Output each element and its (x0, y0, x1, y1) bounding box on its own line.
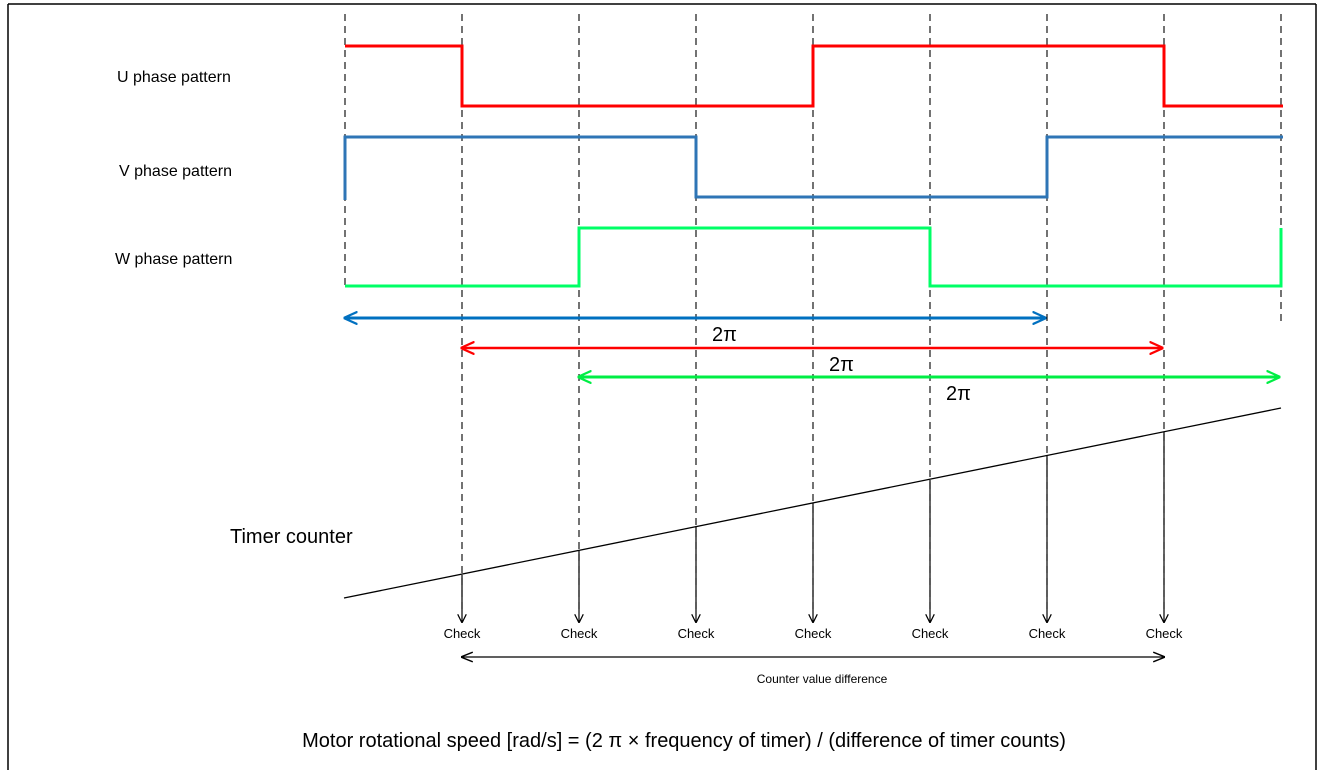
v-phase-label: V phase pattern (119, 163, 232, 180)
check-label: Check (795, 626, 832, 641)
u-period-label: 2π (829, 354, 854, 376)
v-period-label: 2π (712, 324, 737, 346)
u-phase-waveform (345, 44, 1283, 108)
check-label: Check (444, 626, 481, 641)
check-label: Check (678, 626, 715, 641)
check-label: Check (912, 626, 949, 641)
w-phase-label: W phase pattern (115, 251, 232, 268)
w-period-label: 2π (946, 383, 971, 405)
speed-formula: Motor rotational speed [rad/s] = (2 π × … (302, 730, 1066, 752)
w-phase-waveform (345, 226, 1283, 288)
check-labels: Check Check Check Check Check Check Chec… (444, 626, 1183, 641)
timer-counter-label: Timer counter (230, 526, 353, 548)
check-label: Check (1029, 626, 1066, 641)
v-phase-waveform (343, 135, 1283, 200)
check-arrows (462, 432, 1164, 622)
check-label: Check (561, 626, 598, 641)
u-phase-label: U phase pattern (117, 69, 231, 86)
check-label: Check (1146, 626, 1183, 641)
counter-difference-label: Counter value difference (757, 672, 888, 686)
